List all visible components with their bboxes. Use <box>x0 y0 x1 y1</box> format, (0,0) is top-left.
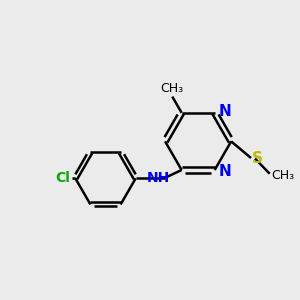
Text: NH: NH <box>147 171 170 185</box>
Text: CH₃: CH₃ <box>271 169 294 182</box>
Text: N: N <box>219 104 232 119</box>
Text: CH₃: CH₃ <box>161 82 184 95</box>
Text: S: S <box>252 151 262 166</box>
Text: N: N <box>219 164 232 179</box>
Text: Cl: Cl <box>56 171 70 185</box>
